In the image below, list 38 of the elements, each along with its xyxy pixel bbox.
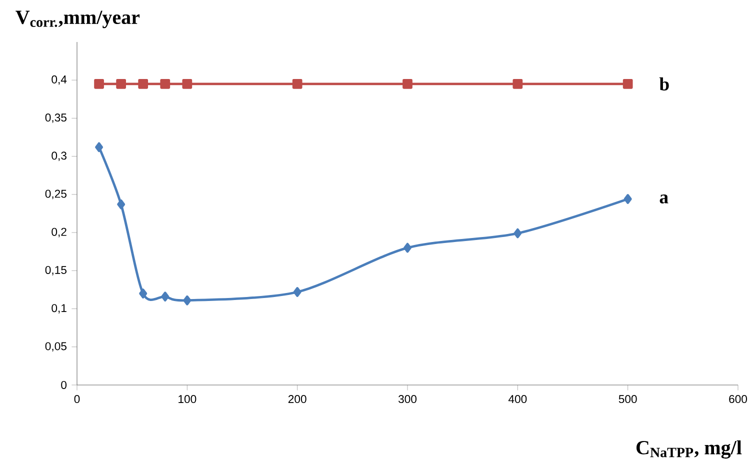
y-tick-label: 0,15 <box>45 266 66 276</box>
x-axis-title: C$_{NaTPP}$, mg/l <box>636 440 742 459</box>
point <box>160 78 170 89</box>
point <box>94 78 104 89</box>
y-tick-label: 0,4 <box>52 75 67 85</box>
y-axis-title: V$_{corr.}$,mm/year <box>16 10 140 28</box>
y-tick-label: 0,25 <box>45 190 66 200</box>
point <box>117 199 126 210</box>
y-tick-label: 0,05 <box>45 342 66 352</box>
x-tick-label: 300 <box>398 395 417 404</box>
x-tick-label: 400 <box>508 395 527 404</box>
point <box>95 142 104 152</box>
point <box>292 78 302 89</box>
y-tick-label: 0,1 <box>52 304 66 314</box>
point <box>293 287 302 297</box>
series-label: a <box>660 194 668 204</box>
point <box>402 78 412 89</box>
x-tick-label: 100 <box>178 395 196 404</box>
x-tick-label: 600 <box>729 395 748 404</box>
x-tick-label: 200 <box>288 395 306 404</box>
y-tick-label: 0,2 <box>52 228 66 238</box>
y-tick-label: 0,35 <box>45 114 66 123</box>
x-tick-label: 500 <box>618 395 637 404</box>
y-tick-label: 0 <box>61 380 67 389</box>
point <box>512 78 523 89</box>
series-label: b <box>659 77 669 90</box>
point <box>622 78 633 89</box>
point <box>182 78 192 89</box>
y-tick-label: 0,3 <box>52 152 66 161</box>
point <box>161 292 170 302</box>
point <box>139 288 148 298</box>
point <box>624 194 632 204</box>
point <box>183 295 192 306</box>
point <box>138 78 148 89</box>
point <box>116 78 126 89</box>
point <box>514 228 522 238</box>
x-tick-label: 0 <box>74 395 80 404</box>
point <box>404 242 412 253</box>
